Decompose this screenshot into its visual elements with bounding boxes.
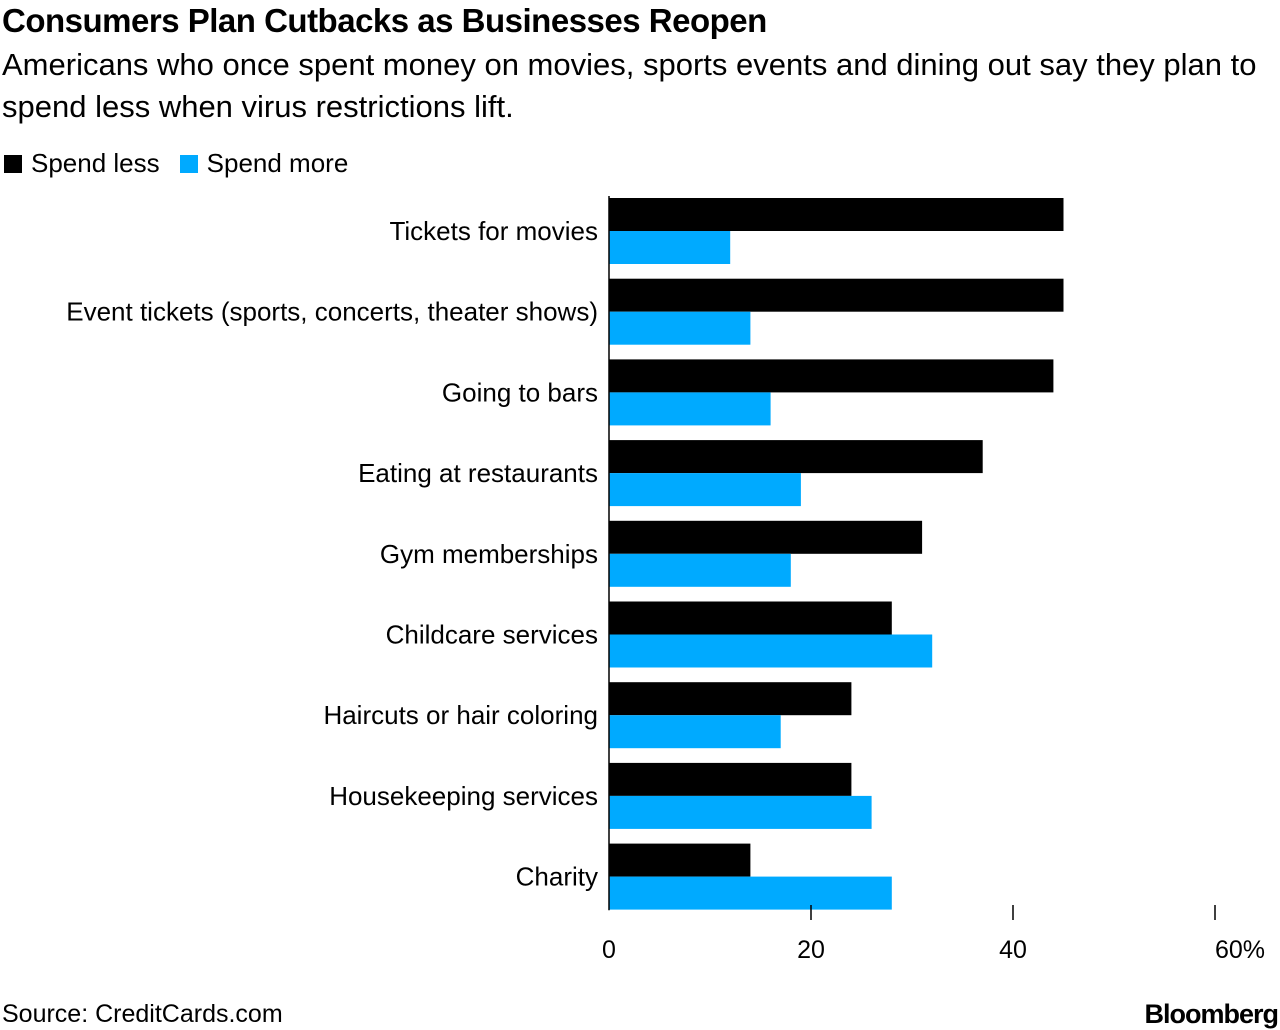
bar-spend-less (609, 601, 892, 635)
category-label: Event tickets (sports, concerts, theater… (66, 297, 598, 327)
x-tick-label: 0 (602, 936, 616, 964)
category-label: Going to bars (442, 377, 598, 407)
bar-spend-less (609, 762, 852, 796)
bar-spend-more (609, 311, 751, 345)
legend-label-spend-more: Spend more (206, 148, 349, 178)
bar-spend-less (609, 520, 923, 554)
bar-spend-more (609, 392, 771, 426)
bar-spend-less (609, 440, 983, 474)
bar-spend-less (609, 198, 1064, 231)
bar-spend-less (609, 843, 751, 877)
x-tick-label: 20 (797, 936, 825, 964)
chart-subtitle: Americans who once spent money on movies… (2, 47, 1257, 124)
category-label: Haircuts or hair coloring (323, 700, 598, 730)
legend: Spend less Spend more (4, 148, 368, 179)
legend-swatch-spend-less (4, 154, 22, 173)
category-label: Eating at restaurants (358, 458, 598, 488)
source-note: Source: CreditCards.com (2, 1000, 283, 1028)
legend-swatch-spend-more (179, 154, 198, 173)
bar-spend-more (609, 715, 781, 749)
bar-spend-less (609, 359, 1054, 393)
category-label: Gym memberships (380, 539, 598, 569)
bar-spend-more (609, 876, 892, 910)
category-label: Housekeeping services (329, 781, 598, 811)
legend-item-spend-more: Spend more (179, 148, 349, 179)
bar-spend-more (609, 634, 933, 668)
bar-spend-less (609, 682, 852, 716)
bar-spend-more (609, 231, 731, 264)
bar-spend-more (609, 795, 872, 829)
x-tick-label: 60% (1215, 936, 1265, 964)
bar-spend-more (609, 553, 791, 587)
bar-spend-more (609, 473, 801, 507)
bloomberg-logo: Bloomberg (1144, 999, 1279, 1029)
bar-spend-less (609, 278, 1064, 312)
legend-label-spend-less: Spend less (31, 148, 160, 178)
category-label: Childcare services (386, 620, 598, 650)
bar-chart: Tickets for movies Event tickets (sports,… (66, 196, 1265, 964)
category-label: Tickets for movies (389, 216, 598, 246)
legend-item-spend-less: Spend less (4, 148, 160, 179)
chart-title: Consumers Plan Cutbacks as Businesses Re… (2, 2, 767, 39)
category-label: Charity (516, 862, 598, 892)
x-tick-label: 40 (999, 936, 1027, 964)
